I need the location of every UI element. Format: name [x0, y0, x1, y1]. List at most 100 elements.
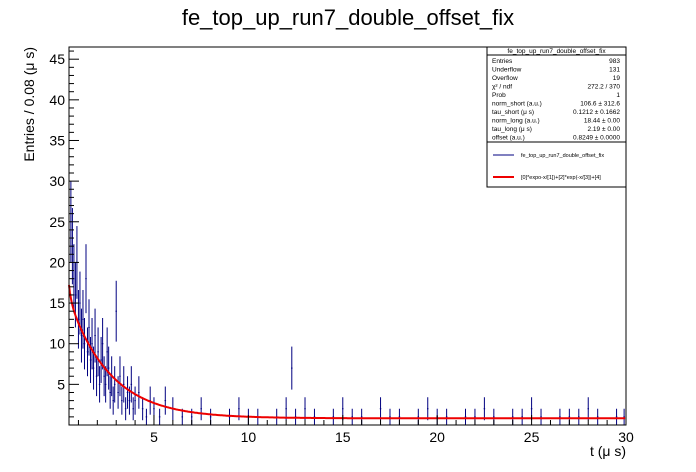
data-point — [559, 408, 561, 425]
data-point — [521, 408, 523, 425]
x-tick-label: 15 — [335, 429, 351, 445]
data-point — [445, 408, 448, 425]
data-point — [623, 408, 625, 425]
stats-label: offset (a.u.) — [492, 135, 525, 142]
data-point — [89, 336, 92, 383]
y-tick-label: 15 — [49, 295, 65, 311]
plot-frame — [68, 46, 627, 426]
data-point — [124, 397, 127, 421]
data-point — [100, 336, 102, 383]
data-point — [587, 397, 589, 421]
data-point — [97, 327, 99, 377]
data-point — [79, 271, 81, 335]
stats-label: tau_long (μ s) — [492, 126, 532, 133]
data-point — [332, 408, 335, 425]
data-point — [103, 356, 105, 397]
data-point — [85, 244, 87, 314]
y-tick-label: 30 — [49, 173, 65, 189]
data-point — [106, 327, 108, 377]
stats-value: 2.19 ± 0.00 — [588, 126, 621, 133]
data-point — [98, 366, 101, 403]
stats-label: Entries — [492, 58, 513, 65]
data-point — [134, 386, 136, 415]
data-point — [145, 408, 148, 425]
y-tick-label: 35 — [49, 132, 65, 148]
data-point — [91, 318, 93, 370]
data-point — [104, 366, 107, 403]
data-point — [164, 386, 167, 415]
data-point — [121, 386, 123, 415]
y-tick-label: 5 — [57, 376, 65, 392]
y-tick-label: 40 — [49, 92, 65, 108]
y-tick-label: 10 — [49, 336, 65, 352]
chart-title: fe_top_up_run7_double_offset_fix — [182, 5, 514, 30]
data-point — [130, 366, 133, 403]
data-point — [285, 397, 287, 421]
data-point — [291, 346, 293, 390]
stats-value: 983 — [609, 58, 620, 65]
data-point — [200, 397, 202, 421]
data-point — [304, 397, 306, 421]
data-point — [119, 356, 121, 397]
legend-label-fit: [0]*expo-x/[1])+[2]*exp(-x/[3])+[4] — [521, 175, 601, 181]
data-point — [141, 397, 144, 421]
data-point — [82, 290, 84, 349]
x-axis-title: t (μ s) — [590, 443, 626, 459]
x-axis: 5 10 15 20 25 30 — [77, 415, 634, 445]
stats-label: Prob — [492, 92, 506, 99]
stats-value: 131 — [609, 67, 620, 74]
stats-value: 0.1212 ± 0.1662 — [573, 109, 620, 116]
x-tick-label: 10 — [241, 429, 257, 445]
legend-frame — [486, 141, 627, 188]
data-point — [83, 318, 86, 370]
data-point — [113, 366, 116, 403]
stats-value: 106.6 ± 312.6 — [580, 101, 620, 108]
data-point — [426, 397, 429, 421]
data-point — [101, 318, 104, 370]
stats-value: 18.44 ± 0.00 — [584, 118, 620, 125]
data-point — [109, 376, 111, 409]
stats-label: Underflow — [492, 67, 522, 74]
y-tick-label: 25 — [49, 214, 65, 230]
data-point — [578, 408, 580, 425]
data-point — [80, 308, 83, 363]
data-point — [126, 376, 129, 409]
stats-label: Overflow — [492, 75, 518, 82]
data-point — [313, 408, 316, 425]
data-point — [483, 397, 486, 421]
data-point — [112, 386, 114, 415]
data-point — [596, 408, 599, 425]
data-point — [158, 408, 161, 425]
stats-box-frame — [486, 46, 627, 143]
y-tick-label: 20 — [49, 254, 65, 270]
stats-value: 0.8249 ± 0.0000 — [573, 135, 620, 142]
stats-box: fe_top_up_run7_double_offset_fix Entries… — [486, 46, 627, 143]
data-point — [379, 397, 382, 421]
y-axis-title: Entries / 0.08 (μ s) — [21, 47, 37, 162]
x-tick-label: 25 — [524, 429, 540, 445]
stats-label: tau_short (μ s) — [492, 109, 534, 116]
x-tick-label: 5 — [150, 429, 158, 445]
stats-label: norm_long (a.u.) — [492, 118, 540, 125]
x-tick-label: 20 — [429, 429, 445, 445]
x-tick-label: 30 — [618, 429, 634, 445]
data-point — [115, 280, 117, 342]
stats-value: 19 — [613, 75, 621, 82]
data-point — [138, 376, 140, 409]
stats-box-title: fe_top_up_run7_double_offset_fix — [507, 48, 606, 55]
data-point — [95, 356, 98, 397]
stats-value: 272.2 / 370 — [587, 84, 620, 91]
data-point — [107, 346, 110, 390]
y-tick-label: 45 — [49, 51, 65, 67]
data-point — [615, 408, 618, 425]
data-point — [86, 327, 89, 377]
data-point — [389, 408, 391, 425]
stats-label: χ² / ndf — [492, 84, 512, 91]
stats-value: 1 — [616, 92, 620, 99]
data-point — [132, 397, 134, 421]
data-point — [123, 366, 125, 403]
legend: fe_top_up_run7_double_offset_fix [0]*exp… — [486, 141, 627, 188]
legend-label-data: fe_top_up_run7_double_offset_fix — [521, 153, 604, 159]
fit-curve — [68, 284, 626, 420]
